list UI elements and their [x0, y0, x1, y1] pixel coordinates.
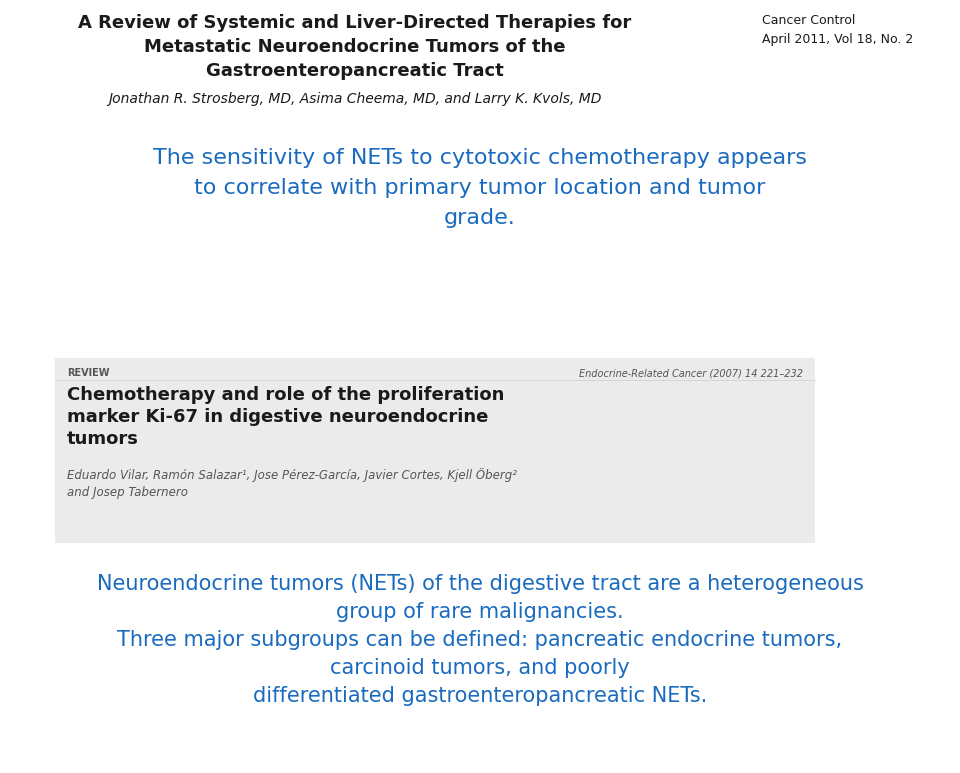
Text: The sensitivity of NETs to cytotoxic chemotherapy appears: The sensitivity of NETs to cytotoxic che…	[153, 148, 807, 168]
Text: REVIEW: REVIEW	[67, 368, 109, 378]
Text: group of rare malignancies.: group of rare malignancies.	[336, 602, 624, 622]
Text: Three major subgroups can be defined: pancreatic endocrine tumors,: Three major subgroups can be defined: pa…	[117, 630, 843, 650]
Text: Eduardo Vilar, Ramón Salazar¹, Jose Pérez-García, Javier Cortes, Kjell Öberg²: Eduardo Vilar, Ramón Salazar¹, Jose Pére…	[67, 468, 517, 482]
Text: Neuroendocrine tumors (NETs) of the digestive tract are a heterogeneous: Neuroendocrine tumors (NETs) of the dige…	[97, 574, 863, 594]
Text: Jonathan R. Strosberg, MD, Asima Cheema, MD, and Larry K. Kvols, MD: Jonathan R. Strosberg, MD, Asima Cheema,…	[108, 92, 602, 106]
Text: tumors: tumors	[67, 430, 139, 448]
Text: Chemotherapy and role of the proliferation: Chemotherapy and role of the proliferati…	[67, 386, 504, 404]
Text: to correlate with primary tumor location and tumor: to correlate with primary tumor location…	[194, 178, 766, 198]
Text: A Review of Systemic and Liver-Directed Therapies for: A Review of Systemic and Liver-Directed …	[79, 14, 632, 32]
FancyBboxPatch shape	[55, 358, 815, 543]
Text: April 2011, Vol 18, No. 2: April 2011, Vol 18, No. 2	[762, 33, 913, 46]
Text: Endocrine-Related Cancer (2007) 14 221–232: Endocrine-Related Cancer (2007) 14 221–2…	[579, 368, 803, 378]
Text: Metastatic Neuroendocrine Tumors of the: Metastatic Neuroendocrine Tumors of the	[144, 38, 565, 56]
Text: grade.: grade.	[444, 208, 516, 228]
Text: Cancer Control: Cancer Control	[762, 14, 855, 27]
Text: marker Ki-67 in digestive neuroendocrine: marker Ki-67 in digestive neuroendocrine	[67, 408, 489, 426]
Text: carcinoid tumors, and poorly: carcinoid tumors, and poorly	[330, 658, 630, 678]
Text: and Josep Tabernero: and Josep Tabernero	[67, 486, 188, 499]
Text: differentiated gastroenteropancreatic NETs.: differentiated gastroenteropancreatic NE…	[252, 686, 708, 706]
Text: Gastroenteropancreatic Tract: Gastroenteropancreatic Tract	[206, 62, 504, 80]
